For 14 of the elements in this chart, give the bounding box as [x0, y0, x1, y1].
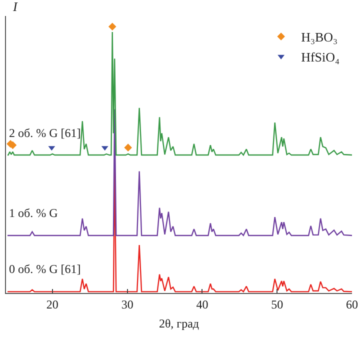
- x-tick-label: 40: [196, 297, 208, 312]
- legend-label: HfSiO₄: [301, 49, 340, 64]
- y-axis-title: I: [12, 0, 18, 14]
- x-axis-title: 2θ, град: [158, 316, 200, 330]
- point: [108, 22, 116, 31]
- x-tick-label: 30: [121, 297, 134, 312]
- x-tick-label: 50: [271, 297, 284, 312]
- legend-label: H₃BO₃: [301, 30, 338, 45]
- point: [124, 144, 132, 152]
- x-tick-label: 60: [346, 297, 358, 312]
- series-label: 0 об. % G [61]: [9, 262, 81, 276]
- x-tick-label: 20: [46, 297, 58, 312]
- series-label: 2 об. % G [61]: [9, 126, 81, 140]
- series-label: 1 об. % G: [9, 206, 58, 220]
